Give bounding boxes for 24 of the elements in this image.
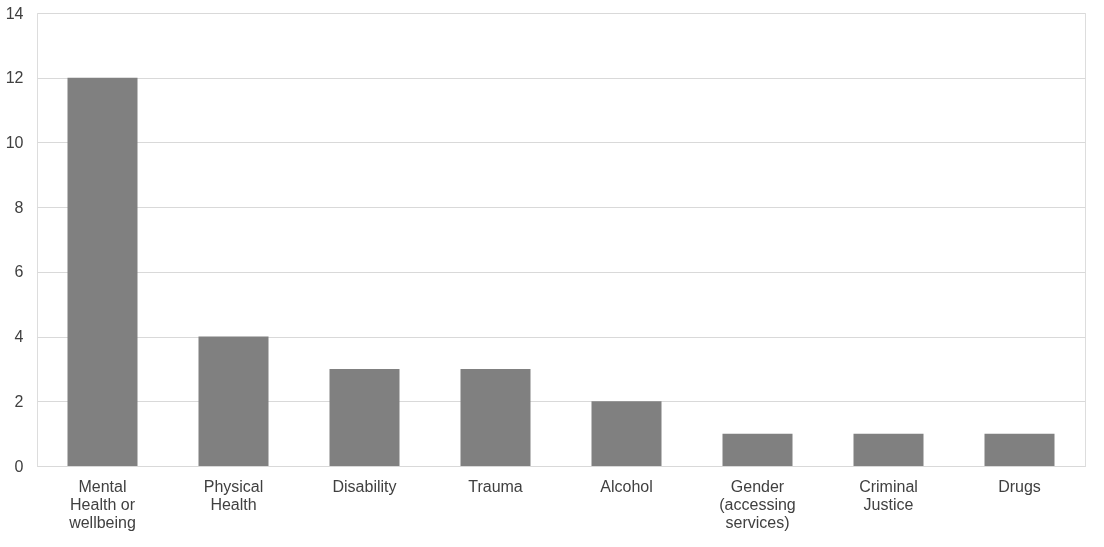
bar <box>853 433 924 466</box>
bar <box>67 77 138 466</box>
bar <box>591 401 662 466</box>
x-tick-label: Mental Health or wellbeing <box>68 477 136 531</box>
x-tick-label: Trauma <box>468 477 523 495</box>
x-tick-label: Criminal Justice <box>859 477 918 513</box>
y-tick-label: 14 <box>5 4 24 22</box>
y-tick-label: 6 <box>14 263 24 281</box>
bar <box>329 368 400 466</box>
bar <box>460 368 531 466</box>
x-tick-label: Gender (accessing services) <box>719 477 796 531</box>
bar <box>984 433 1055 466</box>
y-tick-label: 10 <box>5 133 24 151</box>
x-tick-label: Disability <box>332 477 397 495</box>
x-tick-label: Alcohol <box>600 477 653 495</box>
bar <box>722 433 793 466</box>
y-tick-label: 4 <box>14 328 24 346</box>
x-tick-label: Drugs <box>998 477 1041 495</box>
y-tick-label: 2 <box>14 392 24 410</box>
bar <box>198 336 269 466</box>
x-tick-label: Physical Health <box>203 477 264 513</box>
y-tick-label: 8 <box>14 198 24 216</box>
y-tick-label: 12 <box>5 69 24 87</box>
y-tick-label: 0 <box>14 457 24 475</box>
